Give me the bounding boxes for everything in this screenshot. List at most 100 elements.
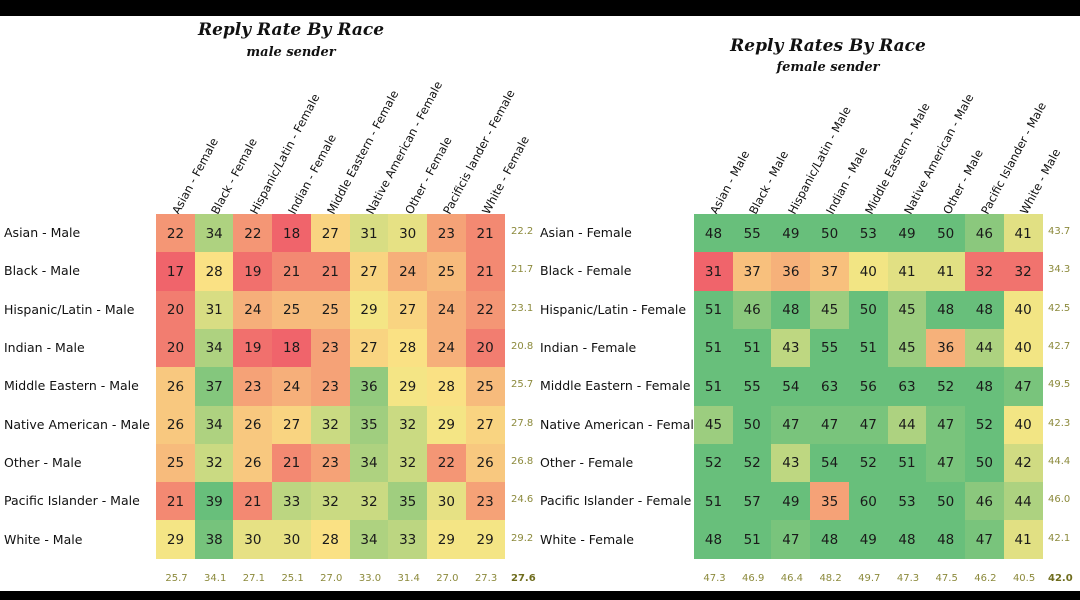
- column-average: 31.4: [397, 573, 420, 584]
- column-label: Middle Eastern - Female: [324, 87, 402, 217]
- heatmap-cell: 41: [926, 252, 966, 292]
- heatmap-cell: 52: [926, 367, 966, 407]
- column-label: Hispanic/Latin - Female: [246, 91, 323, 217]
- row-label: Middle Eastern - Female: [540, 378, 691, 394]
- column-average: 25.1: [281, 573, 304, 584]
- heatmap-cell: 54: [810, 443, 850, 483]
- heatmap-cell: 23: [426, 214, 466, 253]
- row-label: Native American - Female: [540, 416, 702, 432]
- heatmap-cell: 55: [810, 328, 850, 368]
- heatmap-cell: 23: [310, 328, 350, 368]
- heatmap-cell: 28: [310, 520, 350, 560]
- column-average: 47.5: [935, 573, 958, 584]
- heatmap-cell: 37: [732, 252, 772, 292]
- heatmap-cell: 22: [465, 290, 505, 330]
- heatmap-cell: 37: [194, 367, 234, 407]
- row-average: 22.2: [511, 226, 534, 238]
- heatmap-cell: 19: [233, 328, 273, 368]
- heatmap-cell: 45: [887, 328, 927, 368]
- heatmap-cell: 40: [1003, 405, 1043, 445]
- heatmap-cell: 49: [771, 482, 811, 522]
- heatmap-cell: 27: [388, 290, 428, 330]
- heatmap-cell: 48: [694, 214, 733, 253]
- heatmap-cell: 24: [426, 328, 466, 368]
- heatmap-cell: 51: [732, 520, 772, 560]
- column-average: 27.3: [474, 573, 498, 584]
- row-average: 25.7: [511, 379, 534, 391]
- heatmap-cell: 25: [156, 443, 195, 483]
- heatmap-cell: 51: [887, 443, 927, 483]
- heatmap-cell: 21: [272, 252, 312, 292]
- overall-average: 27.6: [511, 573, 536, 584]
- column-label: White - Male: [1016, 146, 1064, 217]
- row-label: Pacific Islander - Female: [540, 493, 692, 509]
- heatmap-cell: 30: [426, 482, 466, 522]
- heatmap-cell: 46: [964, 214, 1004, 253]
- heatmap-cell: 52: [964, 405, 1004, 445]
- column-average: 27.0: [436, 573, 459, 584]
- heatmap-cell: 48: [926, 290, 966, 330]
- heatmap-cell: 25: [426, 252, 466, 292]
- heatmap-cell: 34: [349, 443, 389, 483]
- column-label: Native American - Male: [900, 91, 977, 217]
- row-label: Black - Male: [4, 263, 80, 279]
- row-average: 42.7: [1048, 341, 1071, 353]
- row-label: Middle Eastern - Male: [4, 378, 139, 394]
- row-average: 42.1: [1048, 532, 1071, 544]
- heatmap-cell: 48: [926, 520, 966, 560]
- column-average: 27.1: [242, 573, 266, 584]
- heatmap-cell: 48: [887, 520, 927, 560]
- left-chart-title: Reply Rate By Race: [197, 20, 385, 40]
- column-average: 47.3: [896, 573, 920, 584]
- heatmap-cell: 19: [233, 252, 273, 292]
- right-chart-subtitle: female sender: [776, 60, 880, 75]
- heatmap-cell: 33: [272, 482, 312, 522]
- heatmap-cell: 47: [771, 405, 811, 445]
- heatmap-cell: 27: [349, 252, 389, 292]
- column-average: 46.9: [742, 573, 765, 584]
- heatmap-cell: 43: [771, 328, 811, 368]
- heatmap-cell: 32: [388, 405, 428, 445]
- heatmap-cell: 47: [926, 405, 966, 445]
- heatmap-cell: 60: [848, 482, 888, 522]
- row-average: 46.0: [1048, 494, 1071, 506]
- heatmap-cell: 35: [349, 405, 389, 445]
- heatmap-cell: 49: [848, 520, 888, 560]
- row-average: 44.4: [1048, 455, 1071, 467]
- bottom-border: [0, 591, 1080, 600]
- heatmap-cell: 29: [388, 367, 428, 407]
- heatmap-cell: 26: [465, 443, 505, 483]
- column-label: Asian - Male: [707, 148, 753, 217]
- row-average: 26.8: [511, 455, 534, 467]
- row-label: Asian - Male: [4, 225, 81, 241]
- heatmap-cell: 37: [810, 252, 850, 292]
- heatmap-cell: 45: [810, 290, 850, 330]
- heatmap-cell: 23: [233, 367, 273, 407]
- heatmap-cell: 36: [771, 252, 811, 292]
- heatmap-cell: 50: [848, 290, 888, 330]
- heatmap-cell: 32: [349, 482, 389, 522]
- column-average: 47.3: [703, 573, 726, 584]
- heatmap-cell: 20: [156, 290, 195, 330]
- row-label: Hispanic/Latin - Female: [540, 301, 687, 317]
- column-label: Other - Male: [939, 146, 986, 217]
- row-average: 21.7: [511, 264, 534, 276]
- heatmap-cell: 47: [1003, 367, 1043, 407]
- heatmap-cell: 28: [194, 252, 234, 292]
- heatmap-cell: 46: [964, 482, 1004, 522]
- heatmap-cell: 25: [465, 367, 505, 407]
- heatmap-cell: 32: [310, 405, 350, 445]
- heatmap-cell: 50: [810, 214, 850, 253]
- heatmap-cell: 21: [272, 443, 312, 483]
- heatmap-cell: 49: [887, 214, 927, 253]
- heatmap-cell: 34: [194, 405, 234, 445]
- heatmap-cell: 22: [156, 214, 195, 253]
- row-average: 20.8: [511, 341, 534, 353]
- heatmap-cell: 50: [732, 405, 772, 445]
- column-average: 25.7: [165, 573, 188, 584]
- row-label: Other - Female: [540, 454, 634, 470]
- heatmap-cell: 52: [732, 443, 772, 483]
- row-label: Other - Male: [4, 454, 82, 470]
- heatmap-cell: 36: [349, 367, 389, 407]
- column-label: Native American - Female: [362, 78, 446, 217]
